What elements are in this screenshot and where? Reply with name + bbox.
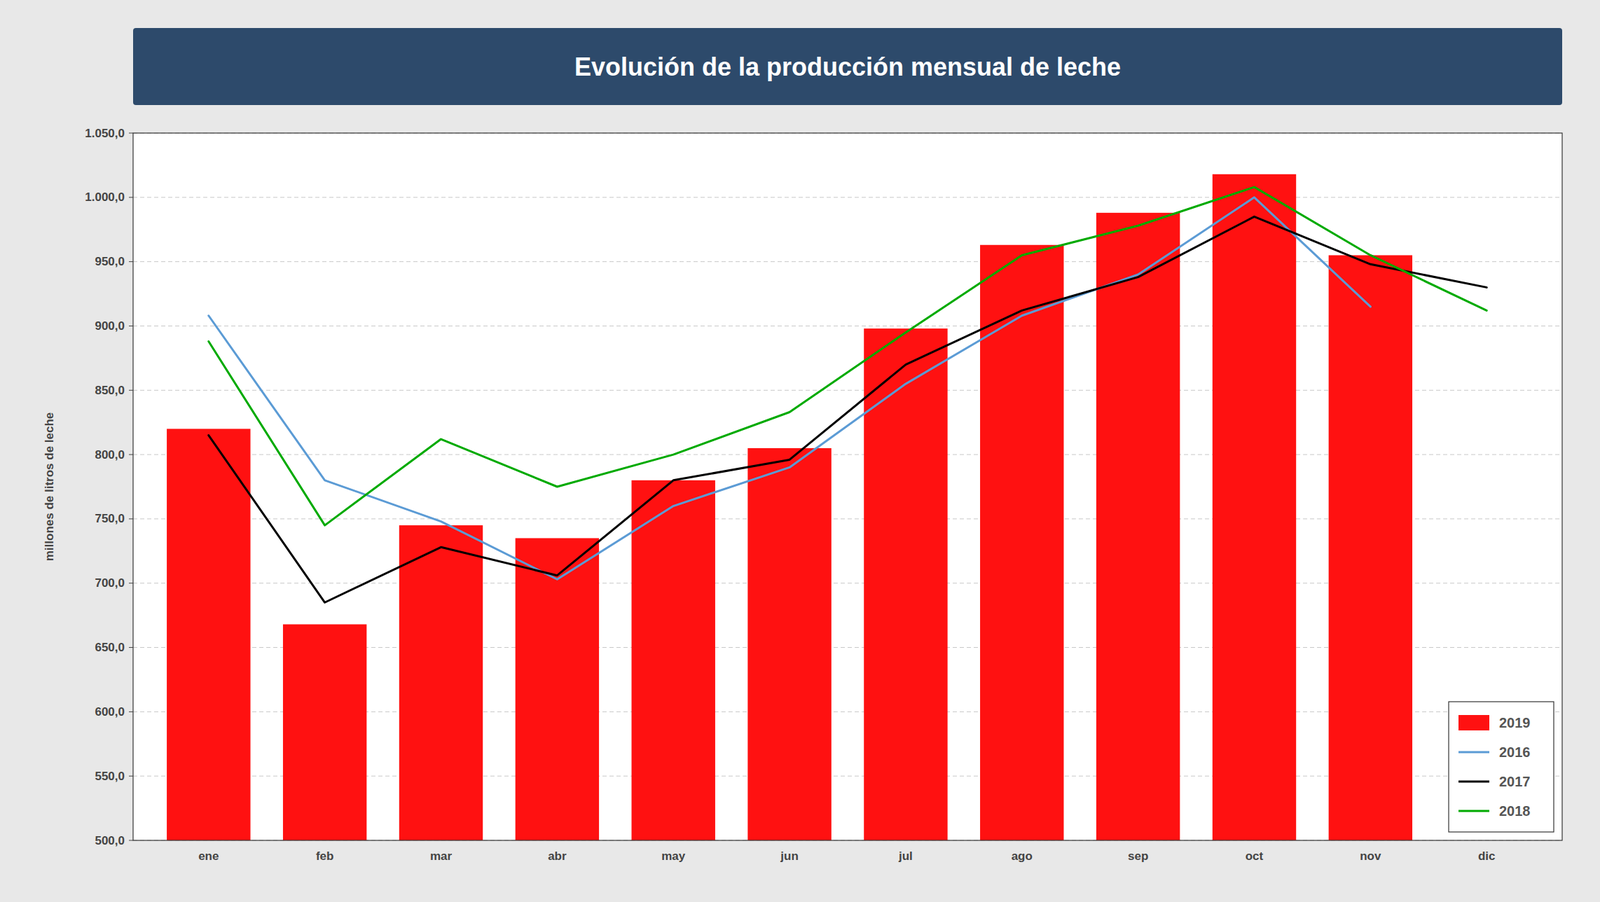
x-tick-label: oct [1245, 849, 1264, 864]
grid [133, 133, 1563, 841]
y-tick [128, 133, 134, 134]
legend-label: 2019 [1499, 715, 1531, 731]
line [208, 187, 1487, 526]
lines [208, 187, 1487, 603]
y-tick-label: 750,0 [94, 512, 125, 526]
legend-label: 2017 [1499, 774, 1531, 790]
x-tick-label: mar [430, 849, 453, 864]
x-tick-label: nov [1359, 849, 1382, 864]
bar [1096, 212, 1180, 841]
bar [1212, 174, 1296, 841]
y-tick-label: 800,0 [94, 448, 125, 462]
x-tick-label: ene [198, 849, 219, 864]
y-tick-label: 650,0 [94, 640, 125, 655]
chart: Evolución de la producción mensual de le… [0, 0, 1600, 902]
background [0, 0, 1600, 902]
bar [1328, 254, 1413, 841]
legend-swatch [1458, 781, 1490, 784]
title-band [133, 28, 1563, 106]
bar [399, 525, 483, 841]
y-tick-label: 600,0 [94, 705, 125, 719]
x-axis: ene feb mar abr may jun jul ago sep oct nov dic [198, 849, 1495, 864]
y-tick [128, 518, 134, 520]
x-tick-label: jul [898, 849, 913, 864]
y-tick [128, 261, 134, 262]
bar [747, 448, 831, 841]
x-tick-label: jun [779, 849, 799, 864]
y-tick-label: 550,0 [94, 769, 125, 784]
legend-swatch [1458, 810, 1490, 813]
title: Evolución de la producción mensual de le… [574, 52, 1121, 82]
plot-area [133, 133, 1563, 841]
legend: 2019 2016 2017 2018 [1448, 701, 1554, 833]
x-tick-label: dic [1478, 849, 1496, 864]
marks [166, 174, 1487, 841]
y-tick [128, 454, 134, 456]
y-tick [128, 711, 134, 713]
plot-frame [133, 133, 1563, 841]
x-tick-label: sep [1127, 849, 1149, 864]
bar [980, 245, 1064, 841]
y-axis-label: millones de litros de leche [42, 412, 57, 562]
bar [166, 428, 251, 841]
x-tick-label: may [661, 849, 686, 864]
y-tick [128, 196, 134, 198]
y-tick-label: 950,0 [94, 254, 125, 269]
line [208, 216, 1487, 603]
y-tick [128, 776, 134, 777]
y-tick [128, 390, 134, 391]
y-tick-label: 500,0 [94, 834, 125, 848]
x-tick-label: abr [547, 849, 567, 864]
y-tick-label: 1.050,0 [84, 126, 125, 141]
y-tick [128, 840, 134, 842]
bar [631, 480, 716, 841]
y-tick [128, 582, 134, 584]
y-tick-label: 850,0 [94, 383, 125, 398]
x-tick-label: feb [315, 849, 335, 864]
y-tick-label: 900,0 [94, 319, 125, 333]
legend-swatch [1458, 715, 1490, 731]
bar [515, 538, 599, 841]
line [208, 197, 1371, 580]
grid-line [133, 196, 1563, 198]
y-tick [128, 325, 134, 327]
legend-frame [1448, 701, 1554, 833]
bars [166, 174, 1413, 841]
legend-label: 2016 [1499, 744, 1531, 761]
y-axis: 500,0 550,0 600,0 650,0 700,0 750,0 800,0 850,0… [84, 126, 134, 848]
y-tick-label: 1.000,0 [84, 190, 125, 204]
y-tick [128, 647, 134, 648]
bar [283, 624, 367, 841]
legend-swatch [1458, 751, 1490, 754]
legend-label: 2018 [1499, 803, 1531, 819]
y-tick-label: 700,0 [94, 576, 125, 590]
x-tick-label: ago [1011, 849, 1033, 864]
